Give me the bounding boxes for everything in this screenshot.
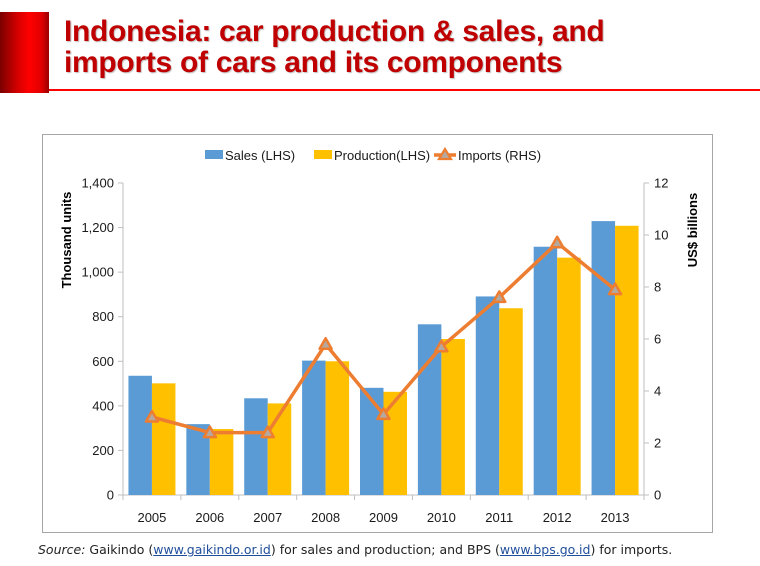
imports-marker-2008 bbox=[318, 336, 333, 350]
production-bar-2006 bbox=[209, 429, 234, 495]
imports-marker-2006 bbox=[202, 425, 218, 439]
sales-bar-2006 bbox=[186, 424, 210, 495]
production-bar-2013 bbox=[615, 225, 639, 495]
x-tick-label: 2010 bbox=[427, 510, 456, 525]
source-text-1: Gaikindo ( bbox=[85, 542, 154, 557]
y-tick-label: 400 bbox=[92, 398, 114, 413]
y2-tick-label: 0 bbox=[654, 488, 661, 503]
y-tick-label: 800 bbox=[92, 309, 114, 324]
y-tick-label: 1,400 bbox=[81, 176, 114, 191]
imports-marker-2009 bbox=[376, 407, 391, 421]
y-tick-label: 0 bbox=[107, 488, 114, 503]
sales-bar-2013 bbox=[591, 221, 616, 495]
gaikindo-link[interactable]: www.gaikindo.or.id bbox=[153, 542, 271, 557]
legend-marker-triangle bbox=[437, 146, 453, 161]
slide-title: Indonesia: car production & sales, and i… bbox=[64, 15, 605, 79]
x-tick-label: 2006 bbox=[195, 510, 224, 525]
imports-marker-2007 bbox=[260, 425, 275, 439]
imports-line bbox=[144, 235, 623, 439]
title-line-1: Indonesia: car production & sales, and bbox=[64, 15, 605, 48]
legend-swatch-0 bbox=[205, 150, 223, 159]
x-tick-label: 2005 bbox=[137, 510, 166, 525]
production-bar-2008 bbox=[325, 361, 350, 495]
sales-bar-2009 bbox=[360, 387, 384, 495]
x-tick-label: 2008 bbox=[311, 510, 340, 525]
sales-bar-2011 bbox=[475, 296, 500, 495]
title-line-2: imports of cars and its components bbox=[64, 46, 563, 79]
y-tick-label: 200 bbox=[92, 443, 114, 458]
sales-bar-2005 bbox=[128, 375, 152, 495]
production-bar-2005 bbox=[151, 383, 176, 495]
imports-marker-2013 bbox=[607, 282, 623, 296]
y2-tick-label: 6 bbox=[654, 332, 661, 347]
production-bar-2009 bbox=[383, 391, 407, 495]
x-tick-label: 2012 bbox=[543, 510, 572, 525]
title-underline bbox=[49, 89, 760, 91]
bps-link[interactable]: www.bps.go.id bbox=[499, 542, 591, 557]
y2-tick-label: 8 bbox=[654, 280, 661, 295]
x-tick-label: 2009 bbox=[369, 510, 398, 525]
source-text-2: ) for sales and production; and BPS ( bbox=[270, 542, 500, 557]
production-bar-2011 bbox=[499, 308, 523, 495]
y-tick-label: 600 bbox=[92, 354, 114, 369]
source-text-3: ) for imports. bbox=[590, 542, 673, 557]
x-tick-label: 2011 bbox=[485, 510, 513, 525]
imports-marker-2010 bbox=[434, 339, 449, 353]
imports-marker-2012 bbox=[549, 235, 565, 249]
imports-marker-2005 bbox=[144, 409, 160, 423]
chart-area: Sales (LHS) Production(LHS) Imports (RHS) … bbox=[42, 134, 713, 533]
axes: 0 200 400 600 800 1,000 1,200 1,400 0 2 4 6 8 10 12 200… bbox=[81, 176, 668, 526]
production-bar-2012 bbox=[557, 257, 581, 495]
x-tick-label: 2007 bbox=[253, 510, 282, 525]
title-accent-block bbox=[0, 12, 49, 93]
sales-bar-2008 bbox=[302, 360, 326, 495]
y2-tick-label: 2 bbox=[654, 436, 661, 451]
y2-tick-label: 12 bbox=[654, 176, 668, 191]
production-bar-2010 bbox=[441, 339, 465, 495]
y2-axis-title: US$ billions bbox=[685, 193, 700, 267]
sales-bar-2012 bbox=[533, 246, 558, 495]
y2-tick-label: 4 bbox=[654, 384, 661, 399]
legend: Sales (LHS) Production(LHS) Imports (RHS) bbox=[205, 146, 541, 163]
source-prefix: Source: bbox=[38, 542, 86, 557]
source-note: Source: Gaikindo (www.gaikindo.or.id) fo… bbox=[38, 542, 672, 557]
legend-swatch-1 bbox=[314, 150, 332, 159]
legend-label-1: Production(LHS) bbox=[334, 148, 430, 163]
legend-label-0: Sales (LHS) bbox=[225, 148, 295, 163]
y-axis-title: Thousand units bbox=[59, 192, 74, 289]
imports-marker-2011 bbox=[492, 290, 507, 304]
bars bbox=[128, 221, 639, 495]
y-tick-label: 1,000 bbox=[81, 265, 114, 280]
legend-label-2: Imports (RHS) bbox=[458, 148, 541, 163]
chart: Sales (LHS) Production(LHS) Imports (RHS) … bbox=[59, 146, 700, 526]
sales-bar-2007 bbox=[244, 398, 268, 495]
y-tick-label: 1,200 bbox=[81, 220, 114, 235]
y2-tick-label: 10 bbox=[654, 228, 668, 243]
x-tick-label: 2013 bbox=[601, 510, 630, 525]
